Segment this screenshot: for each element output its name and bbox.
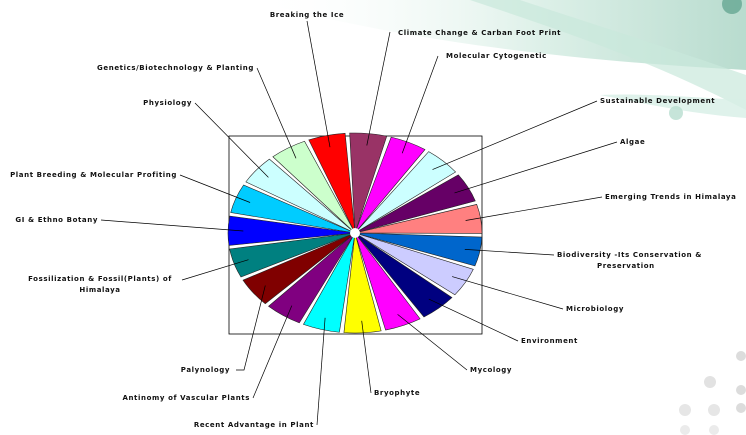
leader-line-bryophyte bbox=[361, 320, 372, 394]
background-decoration bbox=[250, 0, 746, 435]
slice-label-plant-breeding-molecular-profiting: Plant Breeding & Molecular Profiting bbox=[10, 171, 177, 179]
leader-line-mycology bbox=[397, 314, 468, 371]
slice-label-mycology: Mycology bbox=[470, 366, 512, 374]
pie-slice-environment bbox=[354, 232, 453, 318]
leader-line-algae bbox=[454, 141, 618, 194]
leader-line-fossilization-fossil-plants-of-himalaya bbox=[181, 259, 249, 281]
leader-line-biodiversity-its-conservation-preservation bbox=[464, 249, 555, 256]
slice-label-fossilization-fossil-plants-of-himalaya: Fossilization & Fossil(Plants) of Himalay… bbox=[28, 275, 172, 294]
slice-label-emerging-trends-in-himalaya: Emerging Trends in Himalaya bbox=[605, 193, 736, 201]
pie-slices bbox=[227, 132, 483, 334]
pie-slice-sustainable-development bbox=[354, 151, 457, 234]
pie-slice-palynology bbox=[242, 232, 356, 305]
pie-slice-climate-change-carban-foot-print bbox=[349, 132, 388, 234]
leader-line-molecular-cytogenetic bbox=[401, 55, 439, 154]
pie-slice-algae bbox=[354, 174, 476, 234]
slice-label-sustainable-development: Sustainable Development bbox=[600, 97, 715, 105]
leader-line-antinomy-of-vascular-plants bbox=[252, 305, 293, 399]
slice-label-physiology: Physiology bbox=[143, 99, 192, 107]
slice-label-bryophyte: Bryophyte bbox=[374, 389, 420, 397]
slice-label-environment: Environment bbox=[521, 337, 578, 345]
pie-slice-microbiology bbox=[354, 232, 474, 296]
pie-slice-genetics-biotechnology-planting bbox=[272, 140, 356, 234]
pie-slice-antinomy-of-vascular-plants bbox=[268, 232, 356, 324]
pie-slice-fossilization-fossil-plants-of-himalaya bbox=[229, 232, 356, 278]
leader-lines bbox=[100, 20, 618, 426]
slice-label-recent-advantage-in-plant: Recent Advantage in Plant bbox=[194, 421, 314, 429]
slice-label-gi-ethno-botany: GI & Ethno Botany bbox=[15, 216, 98, 224]
leader-line-microbiology bbox=[452, 276, 564, 310]
slice-label-breaking-the-ice: Breaking the Ice bbox=[270, 11, 344, 19]
pie-slice-emerging-trends-in-himalaya bbox=[354, 204, 483, 234]
slice-label-genetics-biotechnology-planting: Genetics/Biotechnology & Planting bbox=[97, 64, 254, 72]
leader-line-sustainable-development bbox=[432, 100, 598, 170]
pie-slice-plant-breeding-molecular-profiting bbox=[230, 184, 356, 234]
slice-label-biodiversity-its-conservation-preservation: Biodiversity -Its Conservation & Preserva… bbox=[557, 251, 702, 270]
pie-slice-biodiversity-its-conservation-preservation bbox=[354, 232, 483, 267]
pie-center-hub bbox=[350, 228, 360, 238]
leader-line-physiology bbox=[194, 102, 269, 178]
slice-label-algae: Algae bbox=[620, 138, 645, 146]
leader-line-breaking-the-ice bbox=[306, 20, 331, 148]
slice-label-climate-change-carban-foot-print: Climate Change & Carban Foot Print bbox=[398, 29, 561, 37]
leader-line-emerging-trends-in-himalaya bbox=[465, 196, 603, 221]
pie-slice-breaking-the-ice bbox=[308, 132, 356, 234]
slice-labels: Climate Change & Carban Foot Print Molecu… bbox=[10, 11, 736, 429]
leader-line-plant-breeding-molecular-profiting bbox=[179, 174, 251, 203]
pie-slice-mycology bbox=[354, 232, 421, 331]
leader-line-environment bbox=[428, 298, 519, 342]
slice-label-antinomy-of-vascular-plants: Antinomy of Vascular Plants bbox=[122, 394, 250, 402]
slice-label-microbiology: Microbiology bbox=[566, 305, 624, 313]
pie-slice-recent-advantage-in-plant bbox=[303, 232, 356, 333]
leader-line-recent-advantage-in-plant bbox=[316, 317, 326, 426]
pie-slice-gi-ethno-botany bbox=[227, 215, 356, 246]
pie-slice-bryophyte bbox=[343, 232, 382, 334]
leader-line-genetics-biotechnology-planting bbox=[256, 67, 297, 159]
slice-label-molecular-cytogenetic: Molecular Cytogenetic bbox=[446, 52, 547, 60]
leader-line-palynology bbox=[236, 285, 266, 371]
leader-line-gi-ethno-botany bbox=[100, 219, 244, 232]
pie-slice-molecular-cytogenetic bbox=[354, 136, 426, 234]
slice-label-palynology: Palynology bbox=[181, 366, 230, 374]
leader-line-climate-change-carban-foot-print bbox=[366, 31, 391, 146]
pie-slice-physiology bbox=[245, 158, 356, 234]
